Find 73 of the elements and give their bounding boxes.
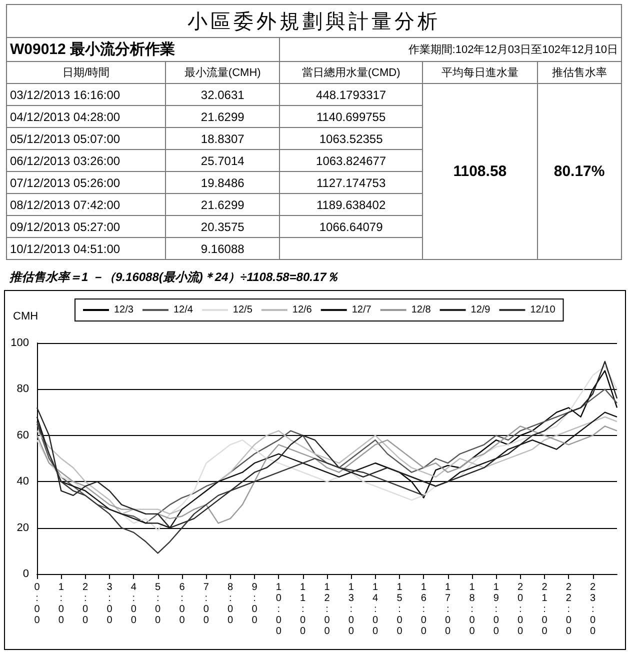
x-tick-label: 13:00 [348,582,354,637]
x-tick-label: 15:00 [396,582,403,637]
y-tick-label: 80 [16,383,29,396]
text: W09012 最小流分析作業 [6,38,280,62]
x-tick-label: 14:00 [372,582,379,637]
x-tick-label: 10:00 [276,582,282,637]
text: 04/12/2013 04:28:00 [6,106,166,128]
text: 05/12/2013 05:07:00 [6,128,166,150]
text: 推估售水率＝1 －（9.16088(最小流)＊24）÷1108.58=80.17％ [8,268,340,286]
y-tick-label: 20 [16,522,29,534]
text: 20.3575 [166,216,280,238]
text: 1063.824677 [279,150,423,172]
x-tick-label: 0:00 [34,582,40,626]
x-tick-label: 16:00 [420,582,427,637]
text: 1140.699755 [279,106,423,128]
x-tick-label: 5:00 [155,582,162,626]
text: 10/12/2013 04:51:00 [6,238,166,260]
text: 07/12/2013 05:26:00 [6,172,166,194]
x-tick-label: 18:00 [469,582,476,637]
text: 80.17% [537,84,622,260]
legend-label: 12/10 [530,304,556,316]
text: 當日總用水量(CMD) [279,62,423,84]
x-tick-label: 12:00 [324,582,330,637]
x-tick-label: 6:00 [179,582,186,626]
y-axis-title: CMH [13,310,38,322]
legend-label: 12/5 [232,304,253,316]
legend-label: 12/4 [173,304,194,316]
text: 32.0631 [166,84,280,106]
text: 03/12/2013 16:16:00 [6,84,166,106]
text: 作業期間:102年12月03日至102年12月10日 [279,38,622,62]
text: 小區委外規劃與計量分析 [6,4,622,38]
text: 1189.638402 [279,194,423,216]
x-tick-label: 9:00 [252,582,258,626]
y-tick-label: 0 [22,568,29,580]
text: 18.8307 [166,128,280,150]
x-tick-label: 19:00 [493,582,500,637]
x-tick-label: 22:00 [566,582,572,637]
legend-label: 12/6 [292,304,312,316]
x-tick-label: 1:00 [58,582,64,626]
x-tick-label: 2:00 [82,582,89,626]
text: 06/12/2013 03:26:00 [6,150,166,172]
legend-label: 12/8 [411,304,432,316]
text: 21.6299 [166,194,280,216]
text: 1108.58 [422,84,538,260]
text: 21.6299 [166,106,280,128]
text: 1063.52355 [279,128,423,150]
text: 19.8486 [166,172,280,194]
text: 推估售水率 [537,62,622,84]
text: 平均每日進水量 [422,62,538,84]
x-tick-label: 3:00 [106,582,113,626]
text: 日期/時間 [6,62,166,84]
x-tick-label: 8:00 [228,582,234,626]
y-tick-label: 40 [16,476,29,488]
y-tick-label: 100 [10,337,29,349]
x-tick-label: 7:00 [203,582,210,626]
text: 1127.174753 [279,172,423,194]
text: 25.7014 [166,150,280,172]
text: 9.16088 [166,238,280,260]
legend-label: 12/7 [352,304,372,316]
x-tick-label: 11:00 [300,582,306,637]
x-tick-label: 20:00 [518,582,524,637]
text: 448.1793317 [279,84,423,106]
legend-label: 12/3 [114,304,134,316]
text: 1066.64079 [279,216,423,238]
text: 08/12/2013 07:42:00 [6,194,166,216]
text: 09/12/2013 05:27:00 [6,216,166,238]
text: 最小流量(CMH) [166,62,280,84]
legend-label: 12/9 [470,304,491,316]
x-tick-label: 21:00 [542,582,548,637]
x-tick-label: 23:00 [590,582,596,637]
y-tick-label: 60 [16,429,29,442]
x-tick-label: 17:00 [445,582,452,637]
x-tick-label: 4:00 [130,582,137,626]
